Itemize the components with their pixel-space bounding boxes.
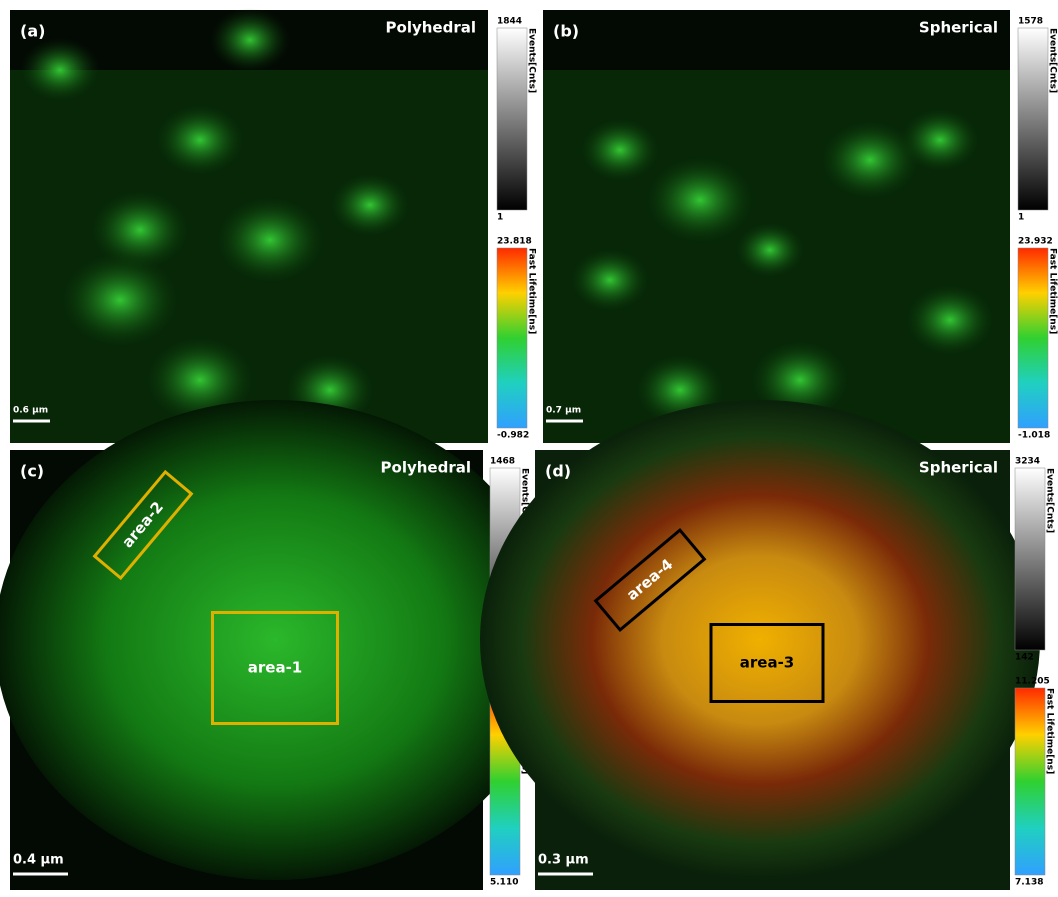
area-label: area-3	[740, 654, 794, 672]
signal	[570, 248, 650, 312]
signal	[330, 173, 410, 237]
colorbar-max: 23.818	[497, 237, 532, 247]
signal	[155, 104, 245, 176]
colorbar-min: 7.138	[1015, 878, 1043, 888]
signal	[20, 38, 100, 102]
colorbar-max: 23.932	[1018, 237, 1053, 247]
colorbar-max: 11.205	[1015, 677, 1050, 687]
colorbar-min: -1.018	[1018, 431, 1050, 441]
colorbar	[1015, 688, 1045, 875]
panel-label: (b)	[553, 22, 579, 41]
panel-title: Spherical	[919, 19, 998, 37]
colorbar	[1015, 468, 1045, 650]
colorbar	[1018, 28, 1048, 210]
colorbar	[1018, 248, 1048, 428]
signal	[905, 284, 995, 356]
figure: (a) Polyhedral 0.6 µm 1844 1 Events[Cnts] 23.8…	[0, 0, 1058, 897]
colorbar-label: Events[Cnts]	[1048, 28, 1058, 93]
signal	[735, 222, 805, 278]
area-label: area-1	[248, 659, 302, 677]
signal	[60, 252, 180, 348]
scale-bar-label: 0.7 µm	[546, 406, 581, 416]
colorbar-label: Fast Lifetime[ns]	[527, 248, 537, 334]
colorbar-min: -0.982	[497, 431, 529, 441]
signal	[580, 118, 660, 182]
signal	[645, 156, 755, 244]
signal	[0, 400, 555, 880]
colorbar-max: 1468	[490, 457, 515, 467]
colorbar-max: 1844	[497, 17, 522, 27]
colorbar-min: 1	[497, 213, 503, 223]
colorbar	[497, 248, 527, 428]
colorbar-label: Fast Lifetime[ns]	[1048, 248, 1058, 334]
signal	[215, 196, 325, 284]
colorbar-min: 5.110	[490, 878, 518, 888]
signal	[210, 8, 290, 72]
scale-bar-label: 0.3 µm	[538, 853, 589, 868]
panel-label: (c)	[20, 462, 44, 481]
panel-label: (d)	[545, 462, 571, 481]
panel-label: (a)	[20, 22, 45, 41]
colorbar-max: 3234	[1015, 457, 1040, 467]
colorbar-label: Fast Lifetime[ns]	[1045, 688, 1055, 774]
colorbar-label: Events[Cnts]	[1045, 468, 1055, 533]
panel-title: Polyhedral	[386, 19, 476, 37]
scale-bar-label: 0.6 µm	[13, 406, 48, 416]
panel-title: Polyhedral	[381, 459, 471, 477]
colorbar	[497, 28, 527, 210]
colorbar-label: Events[Cnts]	[527, 28, 537, 93]
colorbar-min: 142	[1015, 653, 1034, 663]
colorbar-min: 1	[1018, 213, 1024, 223]
signal	[900, 108, 980, 172]
scale-bar-label: 0.4 µm	[13, 853, 64, 868]
panel-title: Spherical	[919, 459, 998, 477]
colorbar-max: 1578	[1018, 17, 1043, 27]
